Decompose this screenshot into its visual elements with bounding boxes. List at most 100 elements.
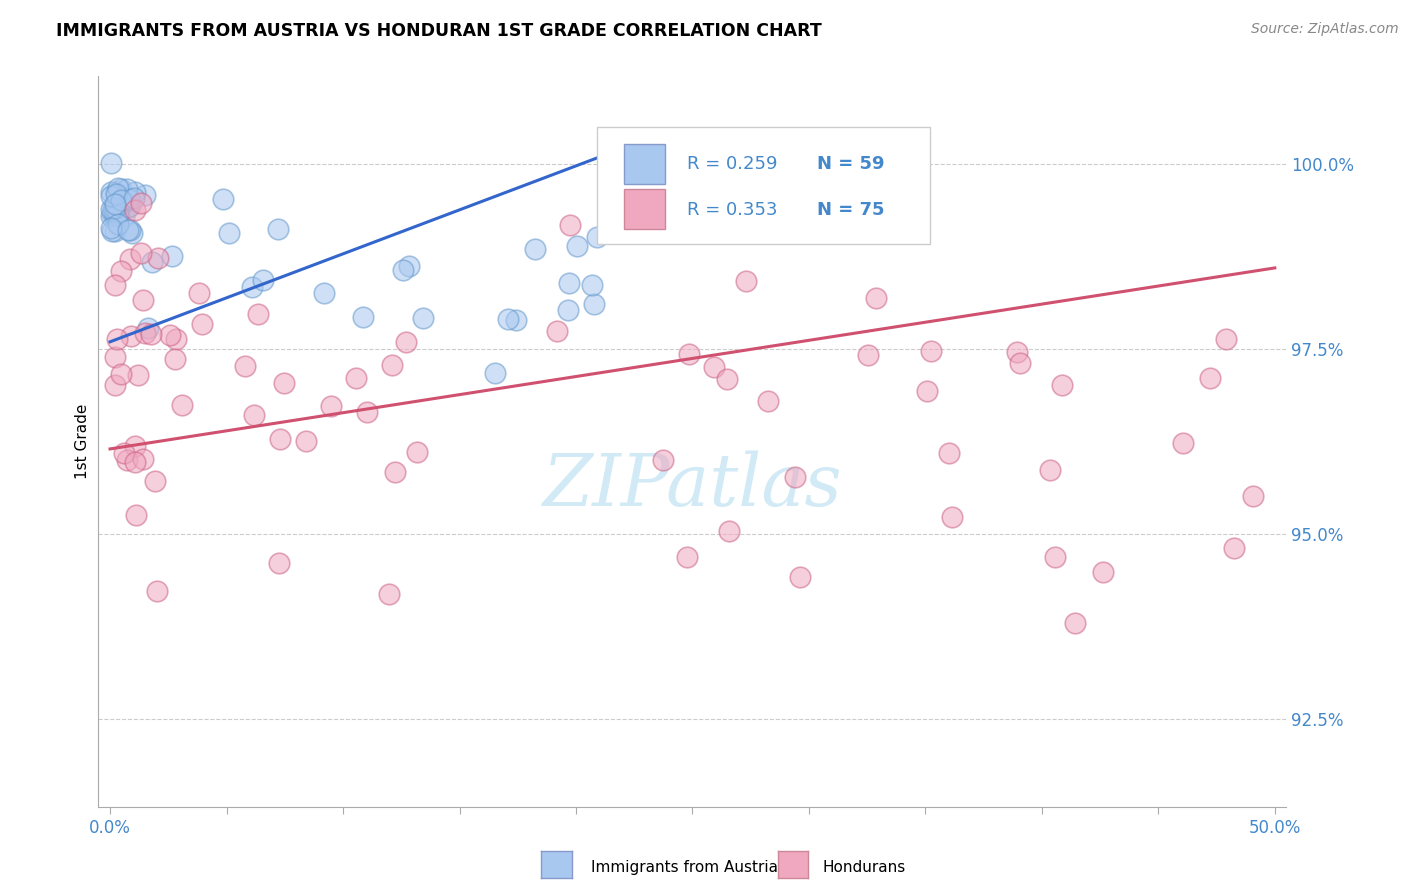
Point bbox=[100, 189, 122, 203]
Point bbox=[676, 550, 699, 565]
Point bbox=[524, 242, 547, 256]
Point bbox=[1007, 344, 1029, 359]
Point bbox=[110, 367, 132, 381]
Point bbox=[124, 185, 146, 199]
Point bbox=[110, 199, 132, 213]
Point bbox=[103, 205, 125, 219]
Point bbox=[1039, 463, 1062, 477]
Point bbox=[558, 218, 581, 232]
Point bbox=[406, 445, 429, 459]
Point bbox=[101, 206, 124, 220]
FancyBboxPatch shape bbox=[598, 127, 931, 244]
Point bbox=[148, 252, 170, 266]
Point bbox=[107, 217, 129, 231]
Point bbox=[865, 291, 887, 305]
Point bbox=[586, 230, 609, 244]
Text: Immigrants from Austria: Immigrants from Austria bbox=[591, 860, 778, 874]
Point bbox=[395, 334, 418, 349]
Point bbox=[858, 348, 880, 362]
Point bbox=[107, 332, 129, 346]
Point bbox=[104, 351, 127, 365]
Point bbox=[565, 239, 588, 253]
FancyBboxPatch shape bbox=[623, 189, 665, 229]
Text: N = 59: N = 59 bbox=[817, 155, 884, 173]
Point bbox=[100, 202, 122, 216]
Point bbox=[118, 252, 141, 266]
Point bbox=[378, 586, 401, 600]
Point bbox=[267, 557, 290, 571]
Point bbox=[101, 224, 124, 238]
Point bbox=[267, 222, 290, 236]
Point bbox=[105, 187, 128, 202]
Point bbox=[100, 155, 122, 169]
Point bbox=[558, 276, 581, 290]
Point bbox=[110, 263, 132, 277]
Point bbox=[104, 209, 127, 223]
Text: Source: ZipAtlas.com: Source: ZipAtlas.com bbox=[1251, 22, 1399, 37]
Y-axis label: 1st Grade: 1st Grade bbox=[75, 404, 90, 479]
Point bbox=[141, 326, 163, 341]
Point bbox=[121, 226, 143, 240]
Point bbox=[118, 223, 141, 237]
Point bbox=[789, 570, 811, 584]
Point bbox=[392, 262, 415, 277]
Point bbox=[652, 453, 675, 467]
Point bbox=[100, 185, 122, 199]
Point bbox=[212, 192, 235, 206]
Point bbox=[718, 524, 741, 538]
Point bbox=[127, 368, 149, 383]
Point bbox=[1050, 378, 1073, 392]
Point bbox=[242, 409, 264, 423]
Point bbox=[557, 303, 579, 318]
Point bbox=[112, 446, 135, 460]
Text: R = 0.353: R = 0.353 bbox=[686, 201, 778, 219]
Point bbox=[124, 439, 146, 453]
Point bbox=[941, 509, 963, 524]
FancyBboxPatch shape bbox=[623, 144, 665, 184]
Point bbox=[1043, 549, 1066, 564]
Point bbox=[107, 209, 129, 223]
Point bbox=[143, 474, 166, 488]
Point bbox=[120, 328, 142, 343]
Point bbox=[678, 347, 700, 361]
Point bbox=[105, 205, 128, 219]
Point bbox=[125, 508, 148, 523]
Point bbox=[115, 182, 138, 196]
Point bbox=[134, 326, 156, 341]
Point bbox=[104, 224, 127, 238]
Point bbox=[246, 307, 269, 321]
Point bbox=[111, 196, 134, 211]
Point bbox=[1215, 332, 1237, 346]
Point bbox=[114, 210, 136, 224]
Point bbox=[240, 279, 263, 293]
Point bbox=[159, 327, 181, 342]
Point bbox=[145, 584, 167, 599]
Point bbox=[104, 185, 127, 199]
Point bbox=[352, 310, 374, 325]
Point bbox=[412, 310, 434, 325]
Point bbox=[141, 254, 163, 268]
Point bbox=[269, 432, 291, 446]
Text: ZIPatlas: ZIPatlas bbox=[543, 450, 842, 521]
Point bbox=[132, 293, 155, 307]
Point bbox=[1171, 436, 1194, 450]
Point bbox=[783, 470, 806, 484]
Point bbox=[191, 317, 214, 331]
Point bbox=[546, 324, 568, 338]
Point bbox=[1199, 370, 1222, 384]
Point bbox=[118, 199, 141, 213]
Point bbox=[484, 366, 506, 380]
Point bbox=[218, 226, 240, 240]
Point bbox=[110, 193, 132, 207]
Point bbox=[115, 453, 138, 467]
Text: R = 0.259: R = 0.259 bbox=[686, 155, 778, 173]
Point bbox=[344, 371, 367, 385]
Text: Hondurans: Hondurans bbox=[823, 860, 905, 874]
Point bbox=[124, 455, 146, 469]
Point bbox=[160, 249, 183, 263]
Point bbox=[703, 360, 725, 375]
Point bbox=[187, 286, 209, 301]
Point bbox=[384, 465, 406, 479]
Point bbox=[235, 359, 257, 373]
Point bbox=[170, 398, 193, 412]
